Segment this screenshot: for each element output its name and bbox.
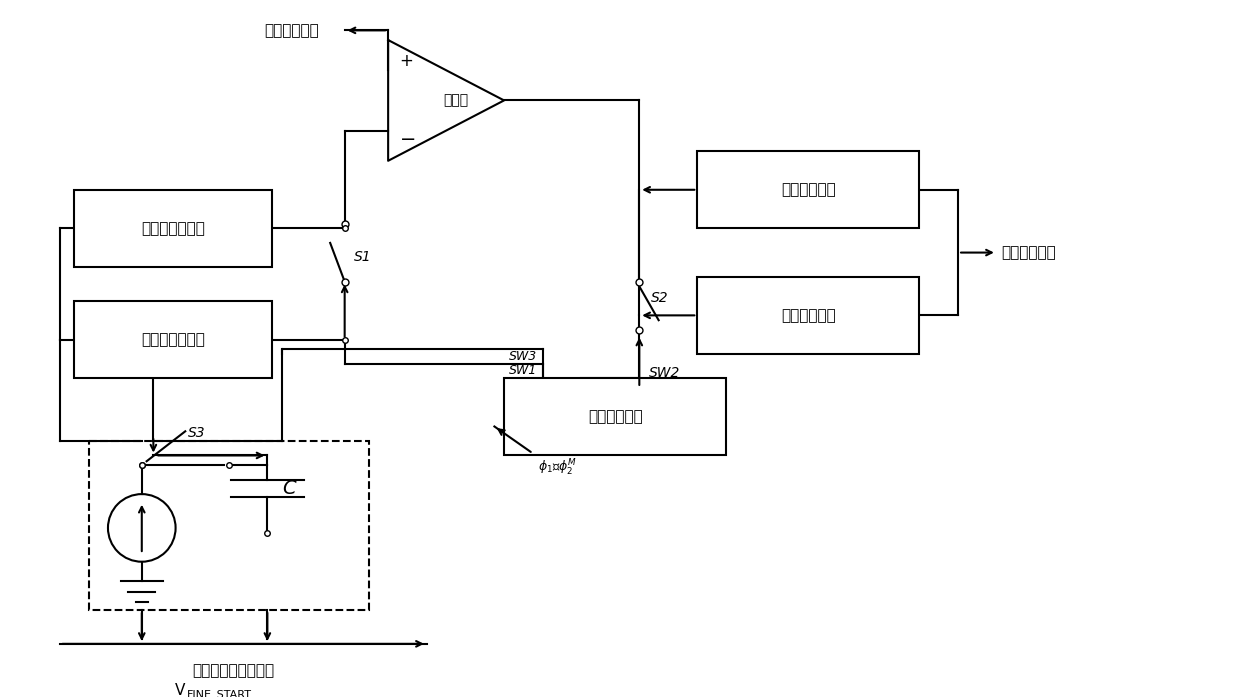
Text: S1: S1 (355, 250, 372, 264)
Text: C: C (281, 479, 295, 498)
FancyBboxPatch shape (74, 301, 273, 378)
Text: 粗斜坡计数器: 粗斜坡计数器 (781, 308, 836, 323)
Text: V: V (175, 683, 185, 697)
Text: FINE_START: FINE_START (187, 689, 252, 697)
Text: 粗斜坡产生电路: 粗斜坡产生电路 (141, 221, 205, 236)
FancyBboxPatch shape (505, 378, 727, 455)
FancyBboxPatch shape (697, 151, 920, 229)
Text: SW1: SW1 (508, 364, 537, 377)
Text: S2: S2 (651, 291, 668, 305)
Text: −: − (399, 130, 417, 149)
Text: 时序控制电路: 时序控制电路 (588, 409, 642, 424)
Text: 细斜坡计数器: 细斜坡计数器 (781, 183, 836, 197)
Text: 比较器: 比较器 (443, 93, 469, 107)
Text: SW3: SW3 (508, 351, 537, 363)
Text: 模拟输入信号: 模拟输入信号 (264, 23, 319, 38)
FancyBboxPatch shape (697, 277, 920, 354)
Text: +: + (399, 52, 414, 70)
Text: S3: S3 (188, 427, 206, 441)
FancyBboxPatch shape (74, 190, 273, 267)
Text: 细斜坡产生电路: 细斜坡产生电路 (141, 332, 205, 347)
Text: SW2: SW2 (649, 367, 681, 381)
Text: 数字输出信号: 数字输出信号 (1002, 245, 1056, 260)
Text: $\phi_1$～$\phi_2^M$: $\phi_1$～$\phi_2^M$ (538, 459, 577, 478)
Text: 细斜坡积分起始电平: 细斜坡积分起始电平 (192, 663, 274, 678)
